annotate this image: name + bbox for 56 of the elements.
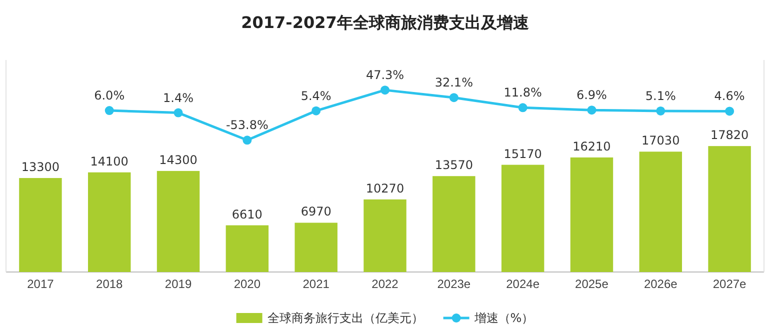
data-label: 1.4% <box>163 90 194 105</box>
data-label: 13300 <box>21 160 60 174</box>
legend-label: 全球商务旅行支出（亿美元） <box>267 311 424 325</box>
point <box>656 106 666 116</box>
data-label: 6610 <box>232 207 262 222</box>
x-tick-label: 2022 <box>372 277 399 292</box>
data-label: 4.6% <box>714 89 745 104</box>
x-tick-label: 2019 <box>164 277 192 292</box>
data-label: 5.4% <box>300 88 332 103</box>
data-label: 6.0% <box>94 88 125 103</box>
bar <box>708 146 751 272</box>
data-label: 32.1% <box>434 76 473 90</box>
point <box>242 136 252 145</box>
bar <box>570 157 614 272</box>
bar <box>88 172 131 272</box>
chart-title: 2017-2027年全球商旅消费支出及增速 <box>241 13 530 32</box>
data-label: 5.1% <box>645 88 676 103</box>
point <box>104 106 114 116</box>
data-label: 14100 <box>90 154 128 168</box>
point <box>587 106 596 115</box>
x-tick-label: 2020 <box>234 277 261 292</box>
data-label: 14300 <box>159 152 198 167</box>
data-label: 16210 <box>572 139 611 154</box>
point <box>174 108 183 118</box>
data-label: 10270 <box>366 181 404 196</box>
bar <box>294 222 338 272</box>
legend-label: 增速（%） <box>473 311 534 325</box>
point <box>312 106 321 116</box>
x-tick-label: 2024e <box>506 277 540 292</box>
data-label: 17030 <box>642 134 680 148</box>
bar <box>501 164 544 272</box>
data-label: 6.9% <box>576 88 607 102</box>
data-label: 17820 <box>710 128 749 142</box>
bar <box>19 178 62 272</box>
x-tick-label: 2026e <box>644 277 678 292</box>
data-label: 11.8% <box>504 86 542 100</box>
x-tick-label: 2018 <box>96 277 124 292</box>
bar <box>364 199 406 272</box>
data-label: -53.8% <box>226 118 268 132</box>
bar <box>432 176 476 272</box>
point <box>380 86 390 95</box>
x-tick-label: 2025e <box>575 277 609 292</box>
data-label: 13570 <box>434 158 474 172</box>
x-tick-label: 2021 <box>302 277 330 292</box>
bar <box>156 170 200 272</box>
x-tick-label: 2023e <box>437 277 471 292</box>
bar <box>639 152 682 272</box>
data-label: 6970 <box>300 204 332 219</box>
point <box>725 106 734 116</box>
data-label: 15170 <box>504 146 542 161</box>
bar <box>226 225 269 272</box>
x-tick-label: 2027e <box>712 277 747 292</box>
point <box>449 93 458 102</box>
data-label: 47.3% <box>366 68 404 82</box>
point <box>518 103 528 112</box>
x-tick-label: 2017 <box>27 277 54 292</box>
